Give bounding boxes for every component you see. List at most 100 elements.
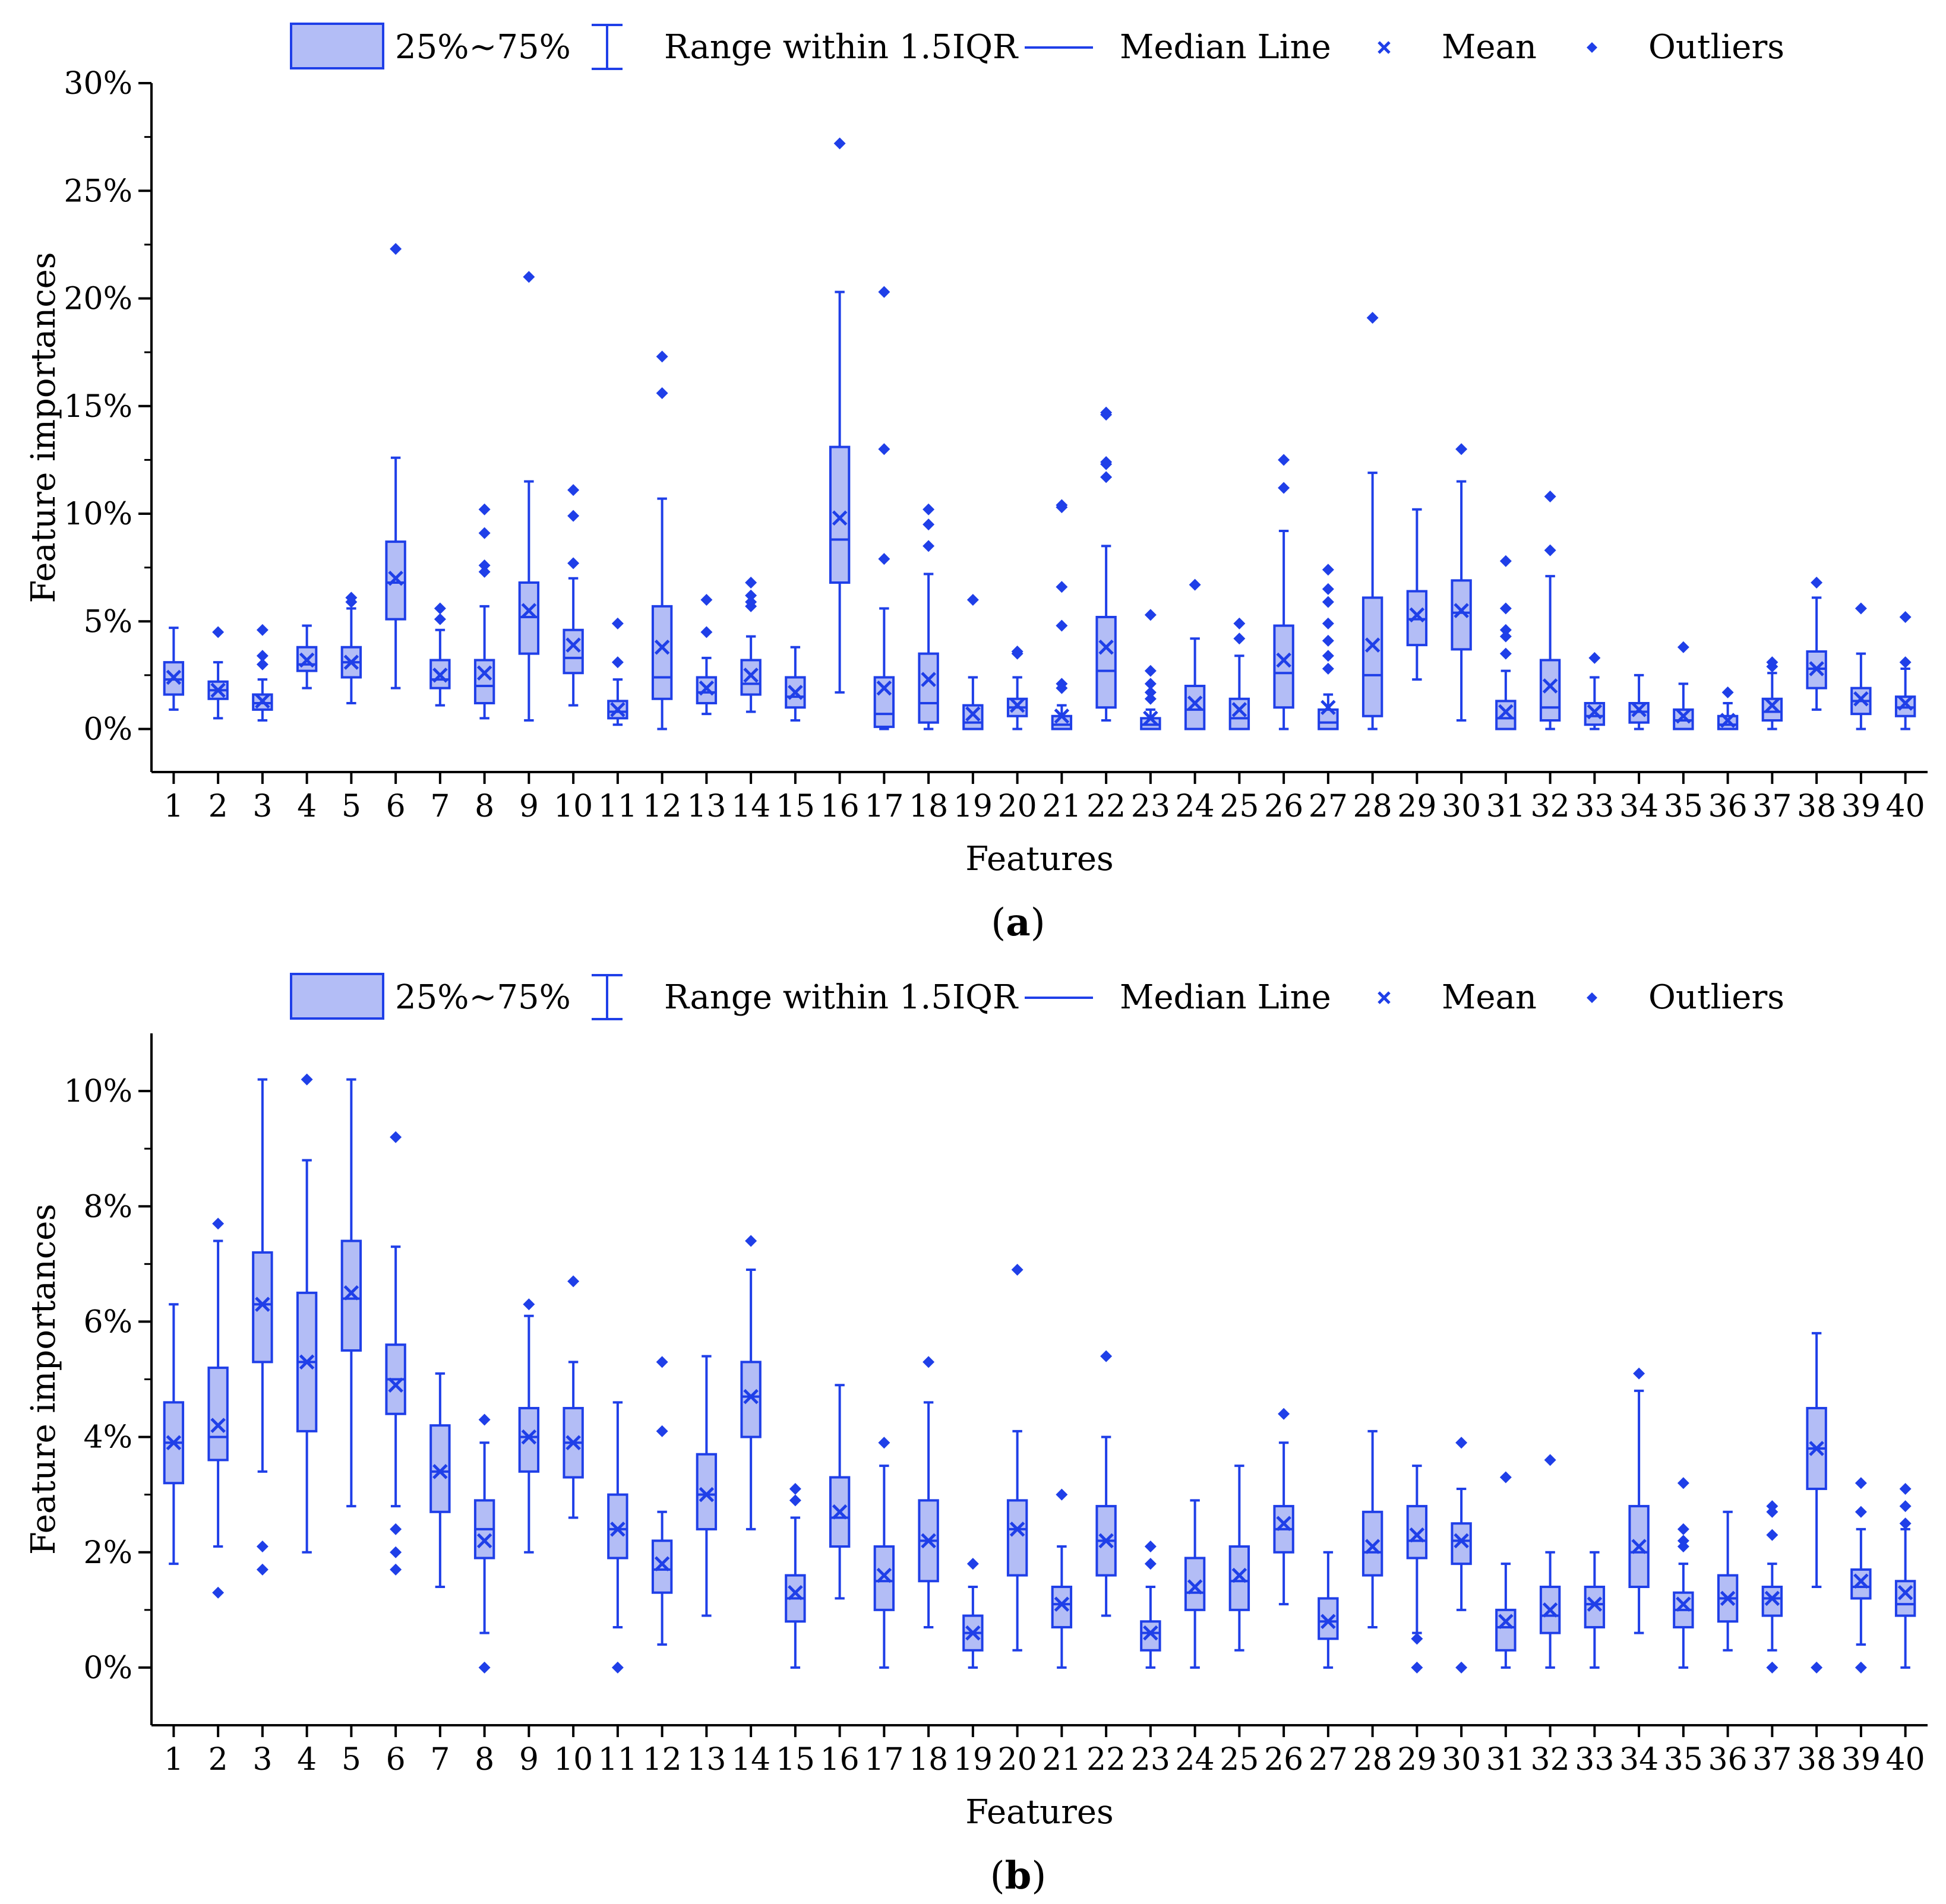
outlier-point xyxy=(523,271,535,283)
x-tick-label: 31 xyxy=(1486,789,1525,824)
mean-marker-stroke xyxy=(1809,661,1824,676)
outlier-point xyxy=(1011,646,1023,657)
box-feature-33 xyxy=(1584,1551,1606,1669)
mean-marker xyxy=(654,1556,670,1571)
box-feature-14 xyxy=(740,577,762,713)
legend-mean-label: Mean xyxy=(1442,28,1537,67)
outlier-point xyxy=(256,650,268,662)
mean-marker xyxy=(1809,661,1824,676)
mean-marker-stroke xyxy=(1542,1602,1558,1618)
mean-marker xyxy=(1631,1539,1647,1554)
mean-marker xyxy=(921,1533,936,1549)
x-tick-label: 38 xyxy=(1797,1742,1836,1778)
mean-marker xyxy=(566,637,581,653)
box-feature-3 xyxy=(252,1078,273,1576)
x-tick-label: 24 xyxy=(1176,1742,1215,1778)
outlier-point xyxy=(1544,544,1556,556)
outlier-point xyxy=(478,503,491,515)
outlier-point xyxy=(478,1413,491,1426)
mean-marker-stroke xyxy=(1364,637,1380,653)
x-tick-label: 35 xyxy=(1664,1742,1703,1778)
box-feature-22 xyxy=(1095,406,1117,722)
mean-marker-stroke xyxy=(1098,1533,1114,1549)
outlier-point xyxy=(523,1298,535,1311)
x-tick-label: 38 xyxy=(1797,789,1836,824)
outlier-point xyxy=(700,594,713,606)
outlier-point xyxy=(1100,406,1113,419)
outlier-point xyxy=(745,1235,757,1247)
outlier-point xyxy=(1766,1500,1778,1513)
box-feature-4 xyxy=(296,624,318,690)
x-tick-label: 19 xyxy=(953,789,993,824)
iqr-box xyxy=(429,1424,451,1513)
mean-marker xyxy=(876,680,892,696)
box-feature-12 xyxy=(651,350,673,730)
box-feature-14 xyxy=(740,1235,762,1530)
x-tick-label: 29 xyxy=(1397,789,1436,824)
x-tick-label: 12 xyxy=(643,789,682,824)
box-feature-19 xyxy=(962,594,984,730)
mean-marker-stroke xyxy=(166,669,182,685)
outlier-point xyxy=(656,1425,668,1437)
x-tick-label: 18 xyxy=(909,1742,948,1778)
mean-marker xyxy=(1676,708,1691,724)
box-feature-13 xyxy=(696,594,718,716)
legend-box-swatch xyxy=(290,973,384,1020)
mean-marker xyxy=(343,1285,359,1301)
box-feature-26 xyxy=(1273,454,1294,730)
mean-marker xyxy=(832,1504,848,1520)
box-feature-30 xyxy=(1451,443,1472,722)
outlier-point xyxy=(1100,471,1113,483)
y-axis-title: Feature importances xyxy=(24,1204,63,1555)
mean-marker-stroke xyxy=(1009,697,1025,713)
legend-box-label: 25%~75% xyxy=(395,978,571,1017)
x-tick-label: 40 xyxy=(1886,1742,1925,1778)
mean-marker xyxy=(1542,678,1558,694)
outlier-point xyxy=(1144,1558,1157,1570)
x-tick-label: 5 xyxy=(342,789,361,824)
iqr-box xyxy=(740,659,762,696)
outlier-point xyxy=(923,1356,935,1368)
iqr-box xyxy=(918,652,939,724)
mean-marker xyxy=(1409,607,1425,623)
outlier-point xyxy=(1144,1541,1157,1553)
mean-marker xyxy=(876,1567,892,1583)
iqr-box xyxy=(1184,1557,1206,1611)
mean-marker xyxy=(1897,695,1913,711)
mean-marker xyxy=(965,1625,981,1641)
mean-marker xyxy=(1676,1596,1691,1612)
outlier-point xyxy=(1056,499,1068,511)
outlier-point xyxy=(212,1217,225,1230)
iqr-box xyxy=(385,540,406,621)
box-feature-25 xyxy=(1228,617,1250,730)
mean-marker-stroke xyxy=(1587,704,1603,720)
legend-outliers-label: Outliers xyxy=(1648,978,1784,1017)
mean-marker xyxy=(432,668,448,683)
box-feature-2 xyxy=(207,1217,229,1599)
mean-marker-stroke xyxy=(699,1486,715,1503)
mean-marker-stroke xyxy=(343,1285,359,1301)
mean-marker-stroke xyxy=(1231,1567,1247,1583)
mean-marker xyxy=(1364,1539,1380,1554)
y-tick-label: 10% xyxy=(64,496,132,532)
outlier-point xyxy=(301,1073,313,1086)
mean-marker xyxy=(788,1584,803,1601)
iqr-box xyxy=(1228,1545,1250,1611)
outlier-point xyxy=(1677,641,1689,653)
mean-marker-stroke xyxy=(965,706,981,722)
box-feature-35 xyxy=(1673,641,1694,730)
outlier-point xyxy=(1766,656,1778,669)
legend-box-label: 25%~75% xyxy=(395,28,571,67)
mean-marker xyxy=(476,1533,492,1549)
outlier-point xyxy=(478,527,491,539)
outlier-point xyxy=(1144,665,1157,677)
mean-marker xyxy=(1009,1522,1025,1537)
box-feature-37 xyxy=(1761,1500,1783,1674)
mean-marker-stroke xyxy=(1231,702,1247,717)
y-tick-label: 0% xyxy=(84,712,133,748)
box-feature-35 xyxy=(1673,1477,1694,1669)
outlier-point xyxy=(567,484,580,496)
mean-marker xyxy=(1276,652,1291,668)
box-feature-34 xyxy=(1628,673,1650,730)
outlier-point xyxy=(256,1563,268,1576)
